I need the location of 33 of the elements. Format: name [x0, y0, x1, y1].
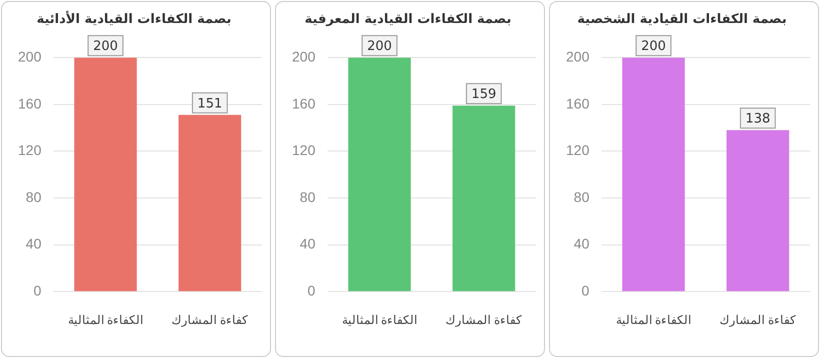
data-label: 200	[367, 38, 392, 54]
y-tick-label: 40	[26, 236, 42, 252]
y-tick-label: 120	[18, 142, 42, 158]
y-tick-label: 200	[566, 48, 590, 64]
data-label: 200	[93, 38, 118, 54]
x-tick-label: الكفاءة المثالية	[68, 313, 144, 328]
y-tick-label: 160	[18, 95, 42, 112]
y-tick-label: 160	[292, 95, 316, 112]
y-tick-label: 0	[582, 282, 590, 298]
y-tick-label: 80	[574, 188, 590, 205]
data-label: 138	[745, 112, 770, 127]
y-tick-label: 120	[292, 142, 316, 158]
chart-title: بصمة الكفاءات القيادية الأدائية	[36, 10, 232, 28]
x-tick-label: كفاءة المشارك	[720, 313, 796, 328]
chart-title: بصمة الكفاءات القيادية المعرفية	[304, 12, 512, 28]
data-label: 159	[471, 86, 496, 102]
x-tick-label: كفاءة المشارك	[446, 313, 522, 328]
y-tick-label: 80	[300, 188, 316, 205]
y-tick-label: 120	[566, 142, 590, 158]
x-tick-label: كفاءة المشارك	[172, 313, 248, 328]
x-tick-label: الكفاءة المثالية	[342, 313, 418, 328]
data-label: 151	[197, 96, 222, 112]
y-tick-label: 40	[300, 236, 316, 252]
y-tick-label: 200	[292, 48, 316, 64]
y-tick-label: 160	[566, 95, 590, 112]
chart-title: بصمة الكفاءات القيادية الشخصية	[577, 12, 787, 28]
x-tick-label: الكفاءة المثالية	[616, 313, 692, 328]
y-tick-label: 0	[34, 282, 42, 298]
y-tick-label: 0	[308, 282, 316, 298]
data-label: 200	[641, 38, 666, 54]
y-tick-label: 80	[26, 188, 42, 205]
y-tick-label: 40	[574, 236, 590, 252]
y-tick-label: 200	[18, 48, 42, 64]
